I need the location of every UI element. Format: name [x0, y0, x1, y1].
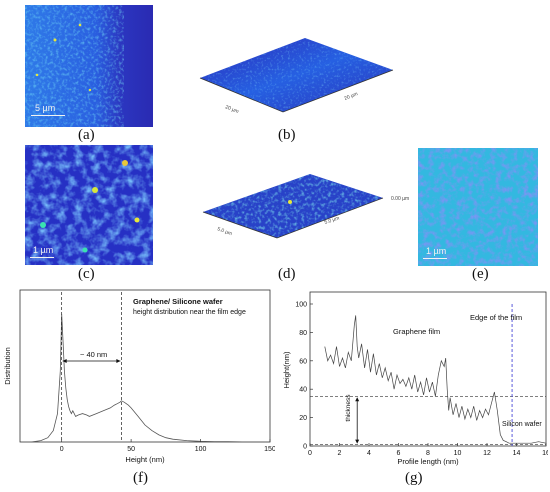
annotation-silicon-wafer: Silicon wafer — [502, 421, 542, 428]
x-tick-label-g: 14 — [513, 450, 521, 457]
x-tick-label-g: 8 — [426, 450, 430, 457]
chart-f-subtitle: height distribution near the film edge — [133, 309, 246, 316]
chart-g-xlabel: Profile length (nm) — [397, 457, 459, 466]
x-tick-label-f: 50 — [127, 446, 135, 453]
plot-frame-f — [19, 289, 271, 443]
caption-b: (b) — [278, 127, 296, 143]
y-tick-label-g: 100 — [295, 302, 307, 309]
y-tick-label-g: 80 — [299, 330, 307, 337]
panel-d: 5.0 µm 5.0 µm 0.00 µm — [195, 160, 415, 260]
caption-d: (d) — [278, 266, 296, 282]
annotation-edge: Edge of the film — [470, 313, 522, 322]
chart-height-distribution: 0 50 100 150 Graphene/ Silicone wafer heigh… — [3, 289, 275, 464]
y-tick-label-g: 20 — [299, 415, 307, 422]
axis-label-d-y: 5.0 µm — [324, 215, 340, 225]
afm-image-a — [25, 5, 153, 127]
x-tick-label-g: 0 — [308, 450, 312, 457]
x-tick-label-g: 10 — [454, 450, 462, 457]
distribution-curve — [31, 314, 271, 443]
arrow-head-left — [62, 359, 67, 363]
scale-label-a: 5 µm — [35, 103, 56, 113]
panel-b: 20 µm 20 µm — [195, 20, 395, 120]
afm-3d-surface-d: 5.0 µm 5.0 µm 0.00 µm — [202, 174, 409, 239]
caption-a: (a) — [78, 127, 95, 143]
annotation-thickness: thickness — [345, 394, 352, 422]
height-profile-line — [324, 315, 547, 444]
axis-label-b-x: 20 µm — [224, 104, 239, 115]
panel-a: 5 µm — [25, 5, 153, 127]
caption-f: (f) — [133, 470, 148, 486]
axis-label-b-y: 20 µm — [344, 91, 359, 102]
chart-g-ylabel: Height(nm) — [282, 351, 291, 389]
chart-f-title: Graphene/ Silicone wafer — [133, 297, 223, 306]
scale-bar-c — [30, 257, 54, 258]
x-tick-label-f: 0 — [60, 446, 64, 453]
caption-e: (e) — [472, 266, 489, 282]
scale-bar-a — [31, 115, 65, 116]
y-tick-label-g: 40 — [299, 387, 307, 394]
y-tick-label-g: 0 — [303, 444, 307, 451]
scale-bar-e — [423, 258, 447, 259]
x-tick-label-f: 150 — [264, 446, 275, 453]
scale-label-c: 1 µm — [33, 245, 54, 255]
afm-image-e — [418, 148, 538, 266]
afm-3d-surface-b: 20 µm 20 µm — [199, 38, 394, 115]
chart-f-ylabel: Distribution — [3, 347, 12, 385]
caption-c: (c) — [78, 266, 95, 282]
x-tick-label-g: 12 — [483, 450, 491, 457]
panel-c: 1 µm — [25, 145, 153, 265]
x-tick-label-g: 6 — [397, 450, 401, 457]
caption-g: (g) — [405, 470, 423, 486]
x-tick-label-g: 16 — [542, 450, 548, 457]
x-tick-label-f: 100 — [195, 446, 207, 453]
thickness-arrow-top — [355, 397, 360, 402]
thickness-arrow-bottom — [355, 439, 360, 444]
arrow-head-right — [116, 359, 121, 363]
y-tick-label-g: 60 — [299, 358, 307, 365]
x-tick-label-g: 2 — [338, 450, 342, 457]
panel-e: 1 µm — [418, 148, 538, 266]
afm-image-c — [25, 145, 153, 265]
z-label-d: 0.00 µm — [391, 196, 409, 202]
axis-label-d-x: 5.0 µm — [216, 226, 233, 237]
annotation-graphene-film: Graphene film — [393, 327, 440, 336]
x-tick-label-g: 4 — [367, 450, 371, 457]
chart-f-annotation: ~ 40 nm — [80, 350, 107, 359]
chart-f-xlabel: Height (nm) — [125, 455, 165, 464]
scale-label-e: 1 µm — [426, 246, 447, 256]
